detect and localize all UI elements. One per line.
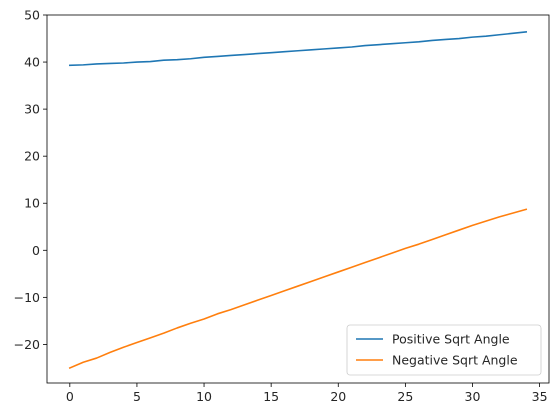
y-tick-label: 20: [24, 149, 40, 164]
legend-box: [346, 324, 542, 376]
y-tick-label: 50: [24, 8, 40, 23]
y-tick-label: −20: [14, 337, 40, 352]
y-axis: −20 −10 0 10 20 30 40 50: [14, 8, 47, 352]
plot-area: [46, 14, 550, 384]
x-tick-label: 35: [532, 389, 548, 404]
x-tick-label: 5: [133, 389, 141, 404]
x-tick-label: 20: [330, 389, 346, 404]
legend-label-2: Negative Sqrt Angle: [392, 353, 518, 368]
legend: Positive Sqrt Angle Negative Sqrt Angle: [346, 324, 542, 376]
y-tick-label: 30: [24, 102, 40, 117]
y-tick-label: 10: [24, 196, 40, 211]
x-tick-label: 15: [263, 389, 279, 404]
x-axis: 0 5 10 15 20 25 30 35: [66, 383, 548, 404]
series-line-1: [68, 31, 528, 67]
x-tick-label: 30: [465, 389, 481, 404]
series-layer: [68, 31, 528, 369]
axes-frame: [46, 14, 550, 384]
series-line-2: [68, 208, 528, 369]
legend-label-1: Positive Sqrt Angle: [392, 332, 510, 347]
y-tick-label: −10: [14, 290, 40, 305]
y-tick-label: 0: [32, 243, 40, 258]
y-tick-label: 40: [24, 55, 40, 70]
x-tick-label: 0: [66, 389, 74, 404]
x-tick-label: 25: [397, 389, 413, 404]
x-tick-label: 10: [196, 389, 212, 404]
